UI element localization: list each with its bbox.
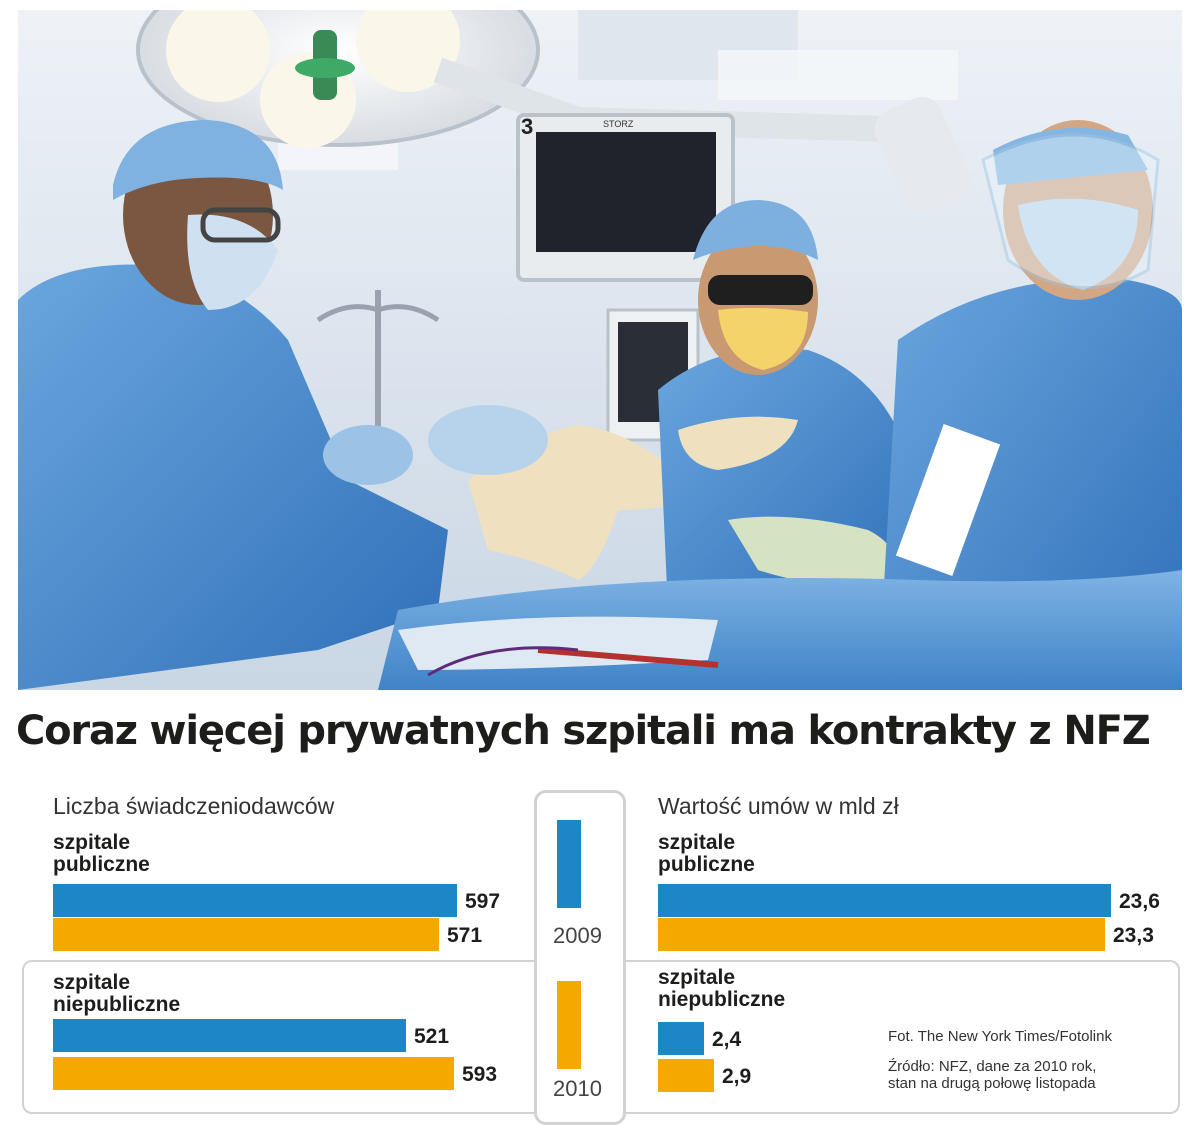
right-group-private-label: szpitale niepubliczne bbox=[658, 967, 785, 1011]
right-bar-public-2009 bbox=[658, 884, 1111, 917]
right-bar-private-2009 bbox=[658, 1022, 704, 1055]
left-bar-private-2009 bbox=[53, 1019, 406, 1052]
right-value-public-2010: 23,3 bbox=[1113, 924, 1154, 947]
left-chart-subtitle: Liczba świadczeniodawców bbox=[53, 793, 335, 819]
monitor-brand: STORZ bbox=[603, 119, 634, 129]
right-chart-subtitle: Wartość umów w mld zł bbox=[658, 793, 899, 819]
right-group-private-line1: szpitale bbox=[658, 966, 736, 989]
right-group-public-line2: publiczne bbox=[658, 853, 755, 876]
left-value-public-2009: 597 bbox=[465, 890, 501, 913]
right-group-public-line1: szpitale bbox=[658, 831, 736, 854]
monitor-number: 3 bbox=[521, 114, 533, 139]
left-value-private-2009: 521 bbox=[414, 1025, 450, 1048]
left-bar-public-2009 bbox=[53, 884, 457, 917]
left-group-public-label: szpitale publiczne bbox=[53, 832, 150, 876]
left-private-frame bbox=[22, 960, 556, 1114]
right-value-public-2009: 23,6 bbox=[1119, 890, 1160, 913]
left-bar-public-2010 bbox=[53, 918, 439, 951]
right-value-private-2009: 2,4 bbox=[712, 1028, 742, 1051]
left-group-public-line2: publiczne bbox=[53, 853, 150, 876]
right-group-public-label: szpitale publiczne bbox=[658, 832, 755, 876]
left-group-public-line1: szpitale bbox=[53, 831, 131, 854]
infographic-title: Coraz więcej prywatnych szpitali ma kont… bbox=[16, 708, 1151, 754]
left-bar-private-2010 bbox=[53, 1057, 454, 1090]
left-group-private-line1: szpitale bbox=[53, 971, 131, 994]
operating-room-photo: 3 STORZ bbox=[18, 10, 1182, 690]
source-note: Źródło: NFZ, dane za 2010 rok, stan na d… bbox=[888, 1058, 1096, 1092]
source-line1: Źródło: NFZ, dane za 2010 rok, bbox=[888, 1058, 1097, 1075]
legend-label-2010: 2010 bbox=[553, 1076, 602, 1101]
legend-swatch-2010 bbox=[557, 981, 581, 1069]
photo-credit: Fot. The New York Times/Fotolink bbox=[888, 1028, 1112, 1045]
right-bar-private-2010 bbox=[658, 1059, 714, 1092]
left-value-public-2010: 571 bbox=[447, 924, 483, 947]
legend-swatch-2009 bbox=[557, 820, 581, 908]
source-line2: stan na drugą połowę listopada bbox=[888, 1075, 1096, 1092]
left-group-private-line2: niepubliczne bbox=[53, 993, 181, 1016]
right-value-private-2010: 2,9 bbox=[722, 1065, 752, 1088]
year-legend: 2009 2010 bbox=[534, 790, 626, 1125]
right-bar-public-2010 bbox=[658, 918, 1105, 951]
right-group-private-line2: niepubliczne bbox=[658, 988, 786, 1011]
left-value-private-2010: 593 bbox=[462, 1063, 498, 1086]
right-private-frame bbox=[626, 960, 1180, 1114]
legend-label-2009: 2009 bbox=[553, 923, 602, 948]
left-group-private-label: szpitale niepubliczne bbox=[53, 972, 180, 1016]
